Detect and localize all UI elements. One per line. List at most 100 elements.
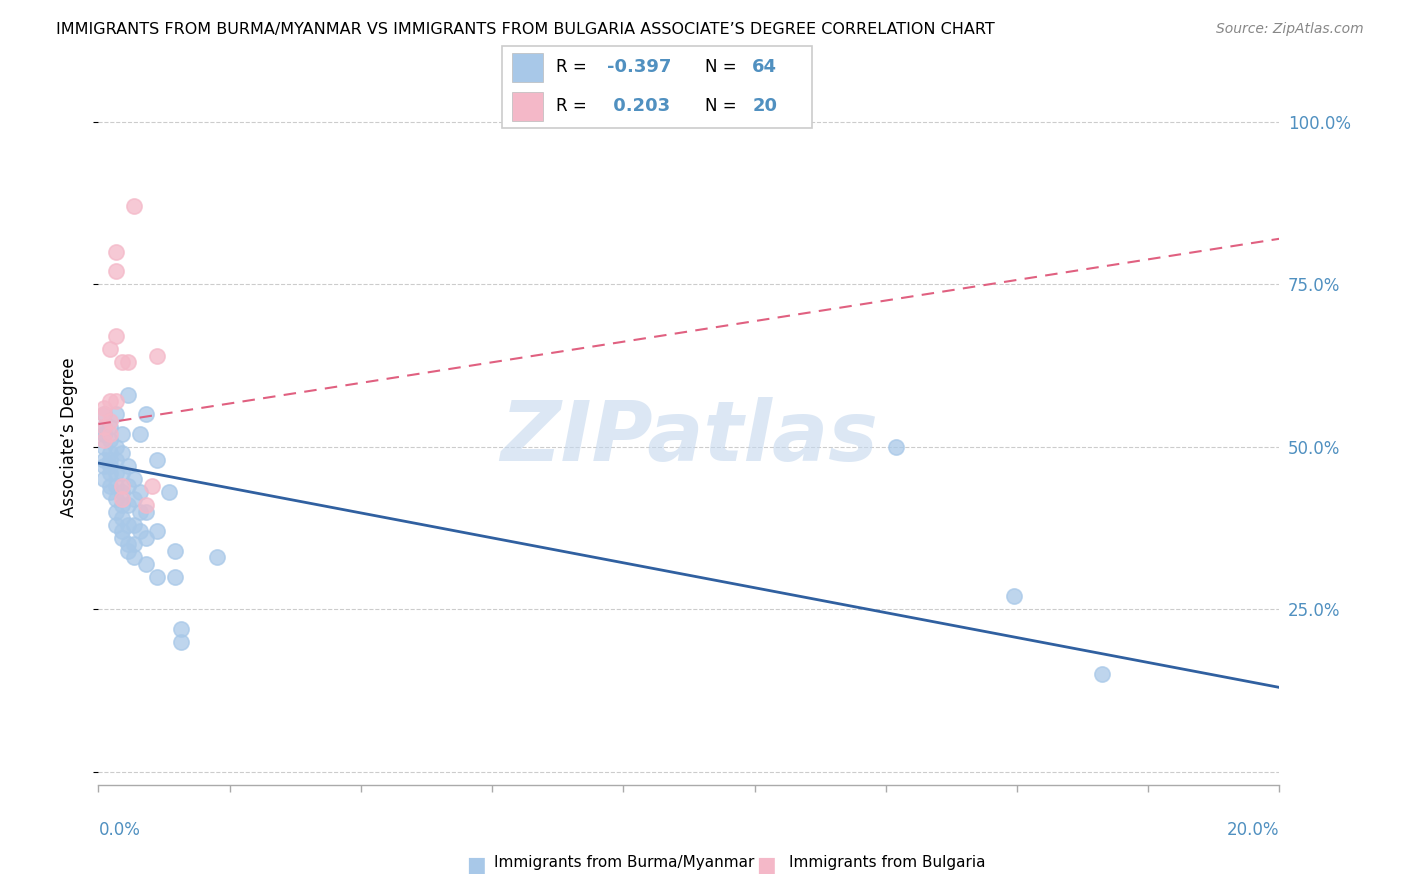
Point [117, 499, 139, 513]
Point [93, 420, 115, 434]
Point [111, 524, 134, 539]
Point [111, 446, 134, 460]
Point [135, 531, 157, 545]
Point [98, 446, 121, 460]
Point [157, 485, 180, 500]
Point [98, 343, 121, 357]
Point [111, 485, 134, 500]
Point [105, 407, 128, 421]
Point [128, 505, 150, 519]
Point [165, 570, 187, 584]
Bar [512, 54, 543, 82]
Point [128, 426, 150, 441]
Text: ■: ■ [467, 855, 486, 874]
Point [93, 420, 115, 434]
Point [135, 407, 157, 421]
Point [93, 472, 115, 486]
Point [105, 394, 128, 409]
Text: N =: N = [704, 97, 741, 115]
Point [135, 499, 157, 513]
Point [93, 407, 115, 421]
Point [98, 420, 121, 434]
Point [117, 479, 139, 493]
Text: 20.0%: 20.0% [1227, 821, 1279, 838]
Point [117, 388, 139, 402]
Text: Source: ZipAtlas.com: Source: ZipAtlas.com [1216, 22, 1364, 37]
Point [146, 524, 169, 539]
Point [93, 440, 115, 454]
Point [1091, 667, 1114, 681]
Point [98, 414, 121, 428]
Text: R =: R = [557, 59, 592, 77]
Point [98, 479, 121, 493]
Text: -0.397: -0.397 [607, 59, 671, 77]
Point [98, 394, 121, 409]
Point [105, 505, 128, 519]
Point [93, 459, 115, 474]
Point [135, 557, 157, 571]
Point [1002, 590, 1025, 604]
Point [111, 479, 134, 493]
Text: IMMIGRANTS FROM BURMA/MYANMAR VS IMMIGRANTS FROM BULGARIA ASSOCIATE’S DEGREE COR: IMMIGRANTS FROM BURMA/MYANMAR VS IMMIGRA… [56, 22, 995, 37]
Point [141, 479, 163, 493]
Point [117, 537, 139, 551]
Point [93, 434, 115, 448]
Point [93, 401, 115, 415]
Point [146, 570, 169, 584]
Point [105, 479, 128, 493]
Point [122, 537, 145, 551]
Point [111, 491, 134, 506]
Point [105, 517, 128, 532]
Point [105, 244, 128, 259]
Point [170, 635, 193, 649]
Point [884, 440, 907, 454]
Point [117, 459, 139, 474]
Point [122, 491, 145, 506]
Point [111, 355, 134, 369]
Point [105, 329, 128, 343]
Bar [512, 92, 543, 120]
Point [98, 453, 121, 467]
Point [135, 505, 157, 519]
Point [170, 622, 193, 636]
Point [111, 499, 134, 513]
Point [128, 485, 150, 500]
Point [93, 453, 115, 467]
Point [165, 544, 187, 558]
Point [122, 550, 145, 565]
Text: ■: ■ [756, 855, 776, 874]
Point [98, 426, 121, 441]
Text: ZIPatlas: ZIPatlas [501, 397, 877, 477]
Point [93, 426, 115, 441]
Text: 20: 20 [752, 97, 778, 115]
FancyBboxPatch shape [502, 46, 813, 128]
Point [105, 264, 128, 278]
Point [146, 453, 169, 467]
Point [146, 349, 169, 363]
Point [105, 466, 128, 480]
Point [93, 407, 115, 421]
Text: 64: 64 [752, 59, 778, 77]
Point [93, 426, 115, 441]
Point [98, 485, 121, 500]
Point [111, 531, 134, 545]
Point [98, 459, 121, 474]
Y-axis label: Associate’s Degree: Associate’s Degree [59, 358, 77, 516]
Point [111, 426, 134, 441]
Point [205, 550, 228, 565]
Text: 0.203: 0.203 [607, 97, 669, 115]
Point [111, 511, 134, 525]
Point [122, 199, 145, 213]
Point [128, 524, 150, 539]
Text: 0.0%: 0.0% [98, 821, 141, 838]
Point [122, 517, 145, 532]
Text: R =: R = [557, 97, 592, 115]
Point [98, 434, 121, 448]
Point [122, 472, 145, 486]
Text: Immigrants from Burma/Myanmar: Immigrants from Burma/Myanmar [494, 855, 755, 870]
Point [117, 355, 139, 369]
Point [98, 466, 121, 480]
Point [105, 453, 128, 467]
Point [111, 466, 134, 480]
Text: N =: N = [704, 59, 741, 77]
